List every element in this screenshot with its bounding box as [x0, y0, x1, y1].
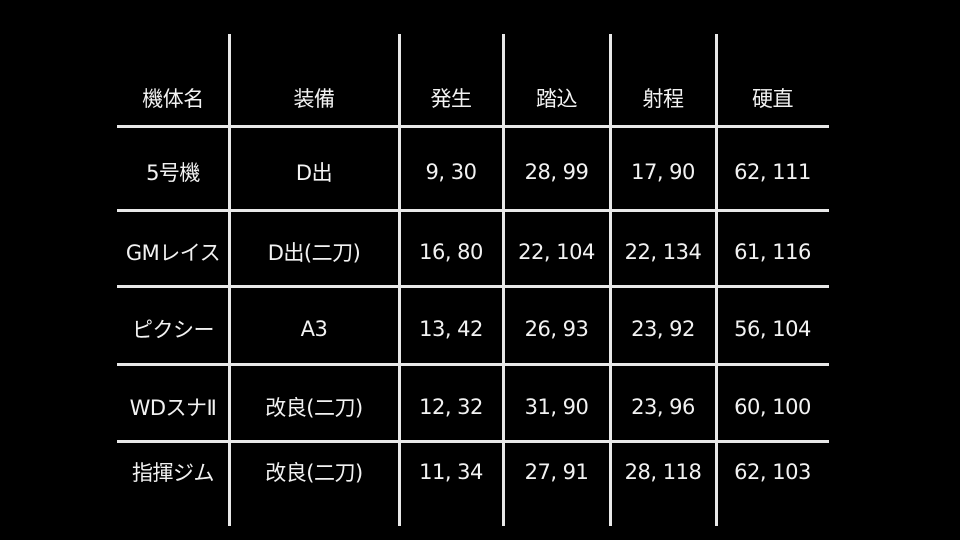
column-header: 射程 — [642, 87, 685, 111]
table-cell: 12, 32 — [419, 394, 483, 419]
row-divider — [117, 209, 829, 212]
row-label: ピクシー — [132, 318, 215, 342]
column-header: 硬直 — [752, 87, 794, 111]
row-divider — [117, 285, 829, 288]
table-cell: 56, 104 — [734, 317, 811, 341]
table-cell: 27, 91 — [524, 460, 589, 484]
table-cell: 61, 116 — [734, 240, 811, 264]
table-cell: 16, 80 — [419, 240, 483, 264]
table-cell: 9, 30 — [425, 160, 477, 184]
table-cell: 28, 99 — [524, 160, 589, 184]
row-divider — [117, 363, 829, 366]
table-cell: 62, 103 — [734, 460, 811, 484]
table-cell: 17, 90 — [631, 160, 695, 184]
table-cell: 28, 118 — [624, 460, 702, 484]
table-cell: A3 — [300, 317, 328, 341]
table-cell: 22, 134 — [624, 240, 702, 264]
table-cell: 改良(二刀) — [265, 461, 363, 485]
column-header: 機体名 — [142, 87, 204, 111]
row-label: GMレイス — [125, 241, 221, 265]
table-cell: 60, 100 — [734, 394, 811, 419]
table-cell: 22, 104 — [518, 240, 595, 264]
table-cell: 改良(二刀) — [265, 395, 363, 420]
row-divider — [117, 125, 829, 128]
table-cell: 13, 42 — [419, 317, 483, 341]
row-label: WDスナⅡ — [129, 395, 217, 420]
row-label: 指揮ジム — [132, 461, 215, 485]
column-divider — [715, 34, 718, 526]
column-divider — [228, 34, 231, 526]
row-divider — [117, 440, 829, 443]
table-cell: D出 — [295, 161, 333, 185]
column-header: 発生 — [430, 87, 473, 111]
table-cell: 11, 34 — [419, 460, 483, 484]
table-cell: 23, 96 — [631, 394, 695, 419]
column-header: 踏込 — [536, 87, 578, 111]
table-cell: 26, 93 — [524, 317, 589, 341]
column-header: 装備 — [293, 87, 336, 111]
table-cell: 23, 92 — [631, 317, 695, 341]
table-cell: 62, 111 — [734, 160, 811, 184]
row-label: 5号機 — [146, 161, 200, 185]
column-divider — [502, 34, 505, 526]
column-divider — [398, 34, 401, 526]
table-cell: 31, 90 — [524, 394, 589, 419]
column-divider — [609, 34, 612, 526]
table-cell: D出(二刀) — [267, 241, 361, 265]
